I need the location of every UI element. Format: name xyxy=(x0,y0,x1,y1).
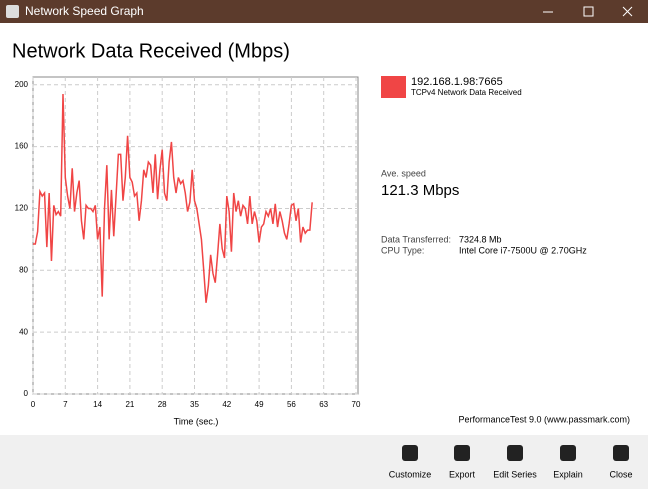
ave-label: Ave. speed xyxy=(381,168,426,178)
x-tick-label: 35 xyxy=(190,400,199,409)
x-axis-title: Time (sec.) xyxy=(174,416,219,426)
button-label: Edit Series xyxy=(493,469,537,479)
toolbar-button[interactable] xyxy=(543,437,593,487)
data-line xyxy=(33,93,313,303)
x-tick-label: 42 xyxy=(222,400,231,409)
stat-label: Data Transferred: xyxy=(381,234,451,244)
button-icon xyxy=(560,445,576,461)
maximize-button[interactable] xyxy=(583,6,594,17)
button-label: Customize xyxy=(389,469,432,479)
button-label: Explain xyxy=(553,469,583,479)
button-label: Export xyxy=(449,469,476,479)
y-tick-label: 0 xyxy=(24,389,29,398)
x-tick-label: 70 xyxy=(352,400,361,409)
button-label: Close xyxy=(609,469,632,479)
y-tick-label: 40 xyxy=(19,327,28,336)
chart-title: Network Data Received (Mbps) xyxy=(12,40,290,62)
toolbar-button[interactable] xyxy=(385,437,435,487)
toolbar-button[interactable] xyxy=(596,437,646,487)
x-tick-label: 63 xyxy=(319,400,328,409)
ave-value: 121.3 Mbps xyxy=(381,182,459,199)
stat-label: CPU Type: xyxy=(381,245,424,255)
y-tick-label: 160 xyxy=(15,142,29,151)
x-tick-label: 0 xyxy=(31,400,36,409)
legend-swatch xyxy=(381,76,406,98)
button-icon xyxy=(507,445,523,461)
toolbar xyxy=(0,435,648,489)
button-icon xyxy=(613,445,629,461)
footer: PerformanceTest 9.0 (www.passmark.com) xyxy=(458,414,630,424)
toolbar-button[interactable] xyxy=(490,437,540,487)
window-title: Network Speed Graph xyxy=(25,4,144,18)
title-bar xyxy=(0,0,648,23)
x-tick-label: 21 xyxy=(125,400,134,409)
y-tick-label: 120 xyxy=(15,204,29,213)
legend-description: TCPv4 Network Data Received xyxy=(411,88,522,97)
x-tick-label: 56 xyxy=(287,400,296,409)
close-window-button[interactable] xyxy=(622,6,633,17)
x-tick-label: 49 xyxy=(255,400,264,409)
stat-value: Intel Core i7-7500U @ 2.70GHz xyxy=(459,245,587,255)
button-icon xyxy=(454,445,470,461)
y-tick-label: 80 xyxy=(19,265,28,274)
app-icon xyxy=(6,5,19,18)
x-tick-label: 14 xyxy=(93,400,102,409)
y-tick-label: 200 xyxy=(15,80,29,89)
button-icon xyxy=(402,445,418,461)
toolbar-button[interactable] xyxy=(437,437,487,487)
legend-name: 192.168.1.98:7665 xyxy=(411,76,503,88)
x-tick-label: 7 xyxy=(63,400,68,409)
stat-value: 7324.8 Mb xyxy=(459,234,502,244)
x-tick-label: 28 xyxy=(158,400,167,409)
